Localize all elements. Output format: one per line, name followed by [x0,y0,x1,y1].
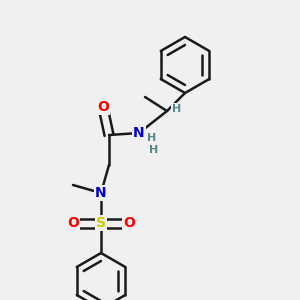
Text: H: H [149,145,159,155]
Text: S: S [96,216,106,230]
Text: N: N [133,126,145,140]
Text: H: H [147,133,157,143]
Text: O: O [67,216,79,230]
Text: N: N [95,186,107,200]
Text: O: O [123,216,135,230]
Text: O: O [97,100,109,114]
Text: H: H [172,104,182,114]
